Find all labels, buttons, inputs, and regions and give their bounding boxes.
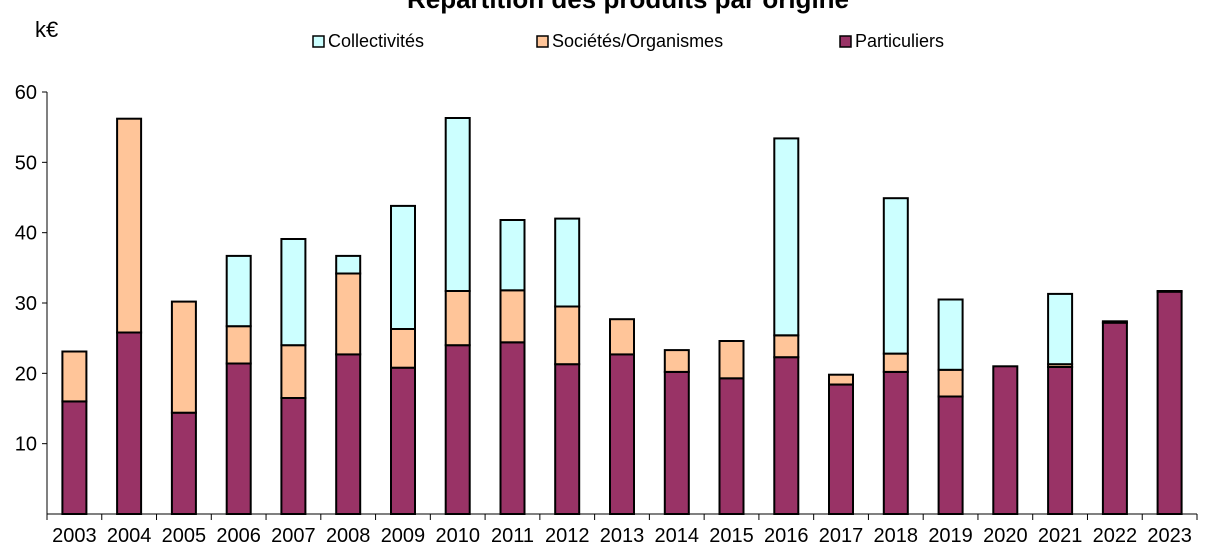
x-tick-label: 2005 bbox=[162, 525, 207, 547]
bar-segment-soci-t-s-organismes-2023 bbox=[1158, 291, 1182, 292]
bar-segment-soci-t-s-organismes-2019 bbox=[939, 370, 963, 397]
y-tick-label: 50 bbox=[15, 152, 37, 174]
y-tick-label: 40 bbox=[15, 223, 37, 245]
x-tick-label: 2003 bbox=[52, 525, 97, 547]
x-tick-label: 2018 bbox=[874, 525, 919, 547]
x-tick-label: 2011 bbox=[491, 525, 534, 547]
bar-segment-particuliers-2009 bbox=[391, 368, 415, 514]
bar-segment-particuliers-2007 bbox=[281, 398, 305, 514]
bar-segment-particuliers-2019 bbox=[939, 397, 963, 515]
legend: Collectivités Sociétés/Organismes Particul… bbox=[313, 31, 944, 51]
y-tick-label: 20 bbox=[15, 363, 37, 385]
legend-label-collectivit-s: Collectivités bbox=[328, 31, 424, 51]
x-tick-label: 2009 bbox=[381, 525, 426, 547]
x-tick-label: 2023 bbox=[1147, 525, 1192, 547]
bar-segment-collectivit-s-2008 bbox=[336, 256, 360, 274]
bar-segment-particuliers-2015 bbox=[720, 378, 744, 514]
bar-segment-soci-t-s-organismes-2022 bbox=[1103, 321, 1127, 322]
bar-segment-collectivit-s-2018 bbox=[884, 198, 908, 353]
bar-segment-particuliers-2021 bbox=[1048, 367, 1072, 514]
x-tick-label: 2016 bbox=[764, 525, 809, 547]
bar-segment-particuliers-2016 bbox=[774, 357, 798, 514]
bar-segment-collectivit-s-2019 bbox=[939, 300, 963, 370]
bar-segment-soci-t-s-organismes-2009 bbox=[391, 329, 415, 368]
legend-swatch-soci-t-s-organismes bbox=[537, 36, 548, 47]
x-tick-label: 2006 bbox=[216, 525, 261, 547]
bar-segment-soci-t-s-organismes-2006 bbox=[227, 326, 251, 363]
x-tick-label: 2012 bbox=[545, 525, 590, 547]
legend-label-particuliers: Particuliers bbox=[855, 31, 944, 51]
bar-segment-collectivit-s-2010 bbox=[446, 118, 470, 291]
bar-segment-particuliers-2020 bbox=[993, 366, 1017, 514]
bar-segment-collectivit-s-2009 bbox=[391, 206, 415, 329]
x-tick-label: 2022 bbox=[1093, 525, 1138, 547]
bar-segment-soci-t-s-organismes-2016 bbox=[774, 335, 798, 357]
x-tick-label: 2015 bbox=[709, 525, 754, 547]
x-tick-label: 2014 bbox=[655, 525, 700, 547]
y-tick-label: 60 bbox=[15, 82, 37, 104]
bar-segment-soci-t-s-organismes-2004 bbox=[117, 119, 141, 333]
bar-segment-soci-t-s-organismes-2017 bbox=[829, 375, 853, 385]
bar-segment-soci-t-s-organismes-2003 bbox=[62, 352, 86, 402]
bar-segment-collectivit-s-2012 bbox=[555, 219, 579, 307]
bar-segment-soci-t-s-organismes-2012 bbox=[555, 307, 579, 365]
legend-swatch-collectivit-s bbox=[313, 36, 324, 47]
bar-segment-particuliers-2023 bbox=[1158, 292, 1182, 514]
bar-segment-particuliers-2004 bbox=[117, 333, 141, 515]
bar-segment-particuliers-2008 bbox=[336, 354, 360, 514]
x-tick-label: 2021 bbox=[1038, 525, 1083, 547]
y-tick-label: 10 bbox=[15, 434, 37, 456]
x-tick-label: 2013 bbox=[600, 525, 645, 547]
bar-segment-soci-t-s-organismes-2008 bbox=[336, 274, 360, 355]
bar-segment-soci-t-s-organismes-2007 bbox=[281, 345, 305, 398]
bar-segment-collectivit-s-2007 bbox=[281, 239, 305, 345]
unit-label: k€ bbox=[35, 17, 58, 42]
bar-segment-collectivit-s-2016 bbox=[774, 138, 798, 335]
bar-segment-particuliers-2005 bbox=[172, 413, 196, 514]
x-tick-label: 2008 bbox=[326, 525, 371, 547]
plot-area bbox=[62, 118, 1181, 514]
x-tick-label: 2004 bbox=[107, 525, 152, 547]
bar-segment-soci-t-s-organismes-2010 bbox=[446, 291, 470, 345]
x-tick-label: 2010 bbox=[435, 525, 480, 547]
bar-segment-soci-t-s-organismes-2015 bbox=[720, 341, 744, 378]
x-tick-label: 2007 bbox=[271, 525, 316, 547]
bar-segment-particuliers-2013 bbox=[610, 354, 634, 514]
bar-segment-particuliers-2006 bbox=[227, 364, 251, 515]
y-tick-label: 30 bbox=[15, 293, 37, 315]
bar-segment-soci-t-s-organismes-2018 bbox=[884, 354, 908, 372]
bar-segment-particuliers-2003 bbox=[62, 402, 86, 515]
x-tick-label: 2019 bbox=[928, 525, 973, 547]
x-tick-label: 2020 bbox=[983, 525, 1028, 547]
bar-segment-collectivit-s-2011 bbox=[501, 220, 525, 290]
bar-segment-particuliers-2012 bbox=[555, 364, 579, 514]
bar-segment-particuliers-2018 bbox=[884, 372, 908, 514]
bar-segment-particuliers-2017 bbox=[829, 385, 853, 514]
bar-segment-collectivit-s-2021 bbox=[1048, 294, 1072, 364]
bar-segment-particuliers-2011 bbox=[501, 342, 525, 514]
bar-segment-soci-t-s-organismes-2011 bbox=[501, 290, 525, 342]
bar-segment-soci-t-s-organismes-2005 bbox=[172, 302, 196, 413]
bar-segment-collectivit-s-2006 bbox=[227, 256, 251, 326]
bar-segment-soci-t-s-organismes-2013 bbox=[610, 319, 634, 354]
bar-segment-soci-t-s-organismes-2014 bbox=[665, 350, 689, 372]
bar-segment-particuliers-2014 bbox=[665, 372, 689, 514]
legend-swatch-particuliers bbox=[840, 36, 851, 47]
x-tick-label: 2017 bbox=[819, 525, 864, 547]
bar-segment-particuliers-2010 bbox=[446, 345, 470, 514]
chart-title: Répartition des produits par origine bbox=[407, 0, 849, 14]
legend-label-soci-t-s-organismes: Sociétés/Organismes bbox=[552, 31, 723, 51]
bar-segment-particuliers-2022 bbox=[1103, 323, 1127, 514]
